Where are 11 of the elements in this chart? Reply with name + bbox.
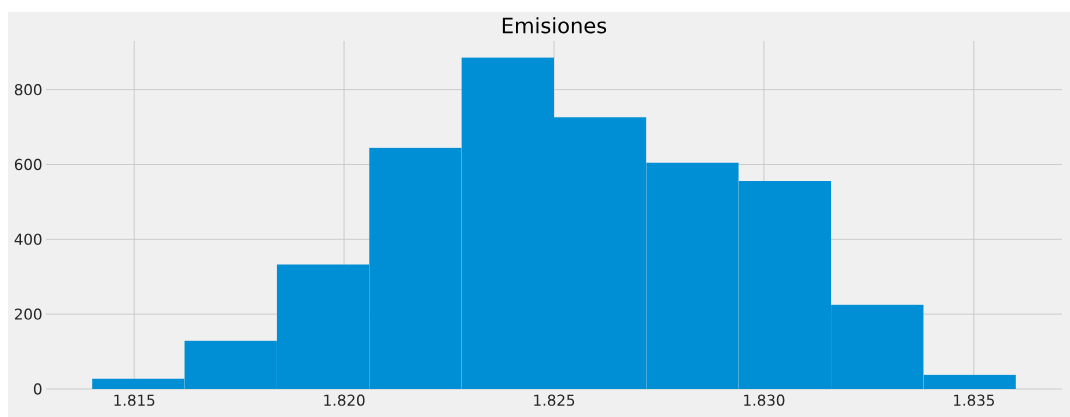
x-tick-label: 1.815 (114, 394, 155, 406)
y-tick-label: 800 (14, 83, 42, 96)
chart-title: Emisiones (502, 17, 607, 34)
y-tick-label: 600 (14, 158, 42, 171)
y-tick-label: 200 (14, 308, 42, 320)
x-tick-label: 1.825 (534, 394, 575, 406)
y-tick-label: 0 (33, 383, 42, 395)
x-tick-label: 1.820 (324, 394, 365, 406)
x-tick-label: 1.830 (744, 394, 785, 406)
x-tick-label: 1.835 (954, 394, 994, 406)
y-tick-label: 400 (14, 233, 42, 245)
